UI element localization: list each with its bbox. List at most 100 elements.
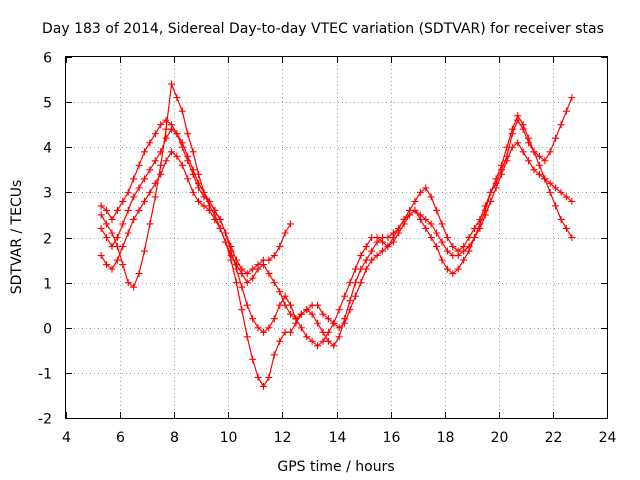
data-point	[151, 130, 159, 138]
data-point	[519, 121, 527, 129]
data-point	[541, 157, 549, 165]
data-point	[135, 206, 143, 214]
data-point	[287, 328, 295, 336]
data-point	[335, 333, 343, 341]
data-point	[287, 310, 295, 318]
data-point	[232, 279, 240, 287]
data-point	[162, 157, 170, 165]
data-point	[449, 243, 457, 251]
data-point	[243, 301, 251, 309]
data-point	[151, 157, 159, 165]
data-point	[330, 342, 338, 350]
data-point	[557, 188, 565, 196]
data-point	[119, 261, 127, 269]
data-point	[189, 148, 197, 156]
data-point	[384, 243, 392, 251]
data-point	[443, 265, 451, 273]
data-point	[287, 220, 295, 228]
data-point	[308, 337, 316, 345]
x-tick-label: 10	[220, 430, 238, 446]
data-point	[546, 148, 554, 156]
y-tick-label: 2	[43, 232, 52, 248]
data-point	[292, 315, 300, 323]
data-point	[238, 306, 246, 314]
data-point	[541, 175, 549, 183]
x-tick-label: 6	[116, 430, 125, 446]
series-line	[100, 128, 573, 347]
data-point	[140, 247, 148, 255]
data-point	[135, 184, 143, 192]
data-point	[97, 211, 105, 219]
data-point	[113, 206, 121, 214]
data-point	[411, 197, 419, 205]
data-point	[189, 166, 197, 174]
data-point	[389, 229, 397, 237]
data-point	[249, 274, 257, 282]
data-point	[525, 134, 533, 142]
data-point	[195, 197, 203, 205]
data-point	[162, 125, 170, 133]
data-point	[178, 107, 186, 115]
x-tick-label: 4	[62, 430, 71, 446]
data-point	[119, 220, 127, 228]
data-point	[259, 382, 267, 390]
data-point	[205, 202, 213, 210]
data-point	[146, 139, 154, 147]
data-point	[270, 252, 278, 260]
x-tick-label: 24	[599, 430, 617, 446]
data-point	[200, 188, 208, 196]
data-point	[433, 243, 441, 251]
data-point	[113, 243, 121, 251]
data-point	[351, 279, 359, 287]
data-point	[216, 224, 224, 232]
data-point	[265, 373, 273, 381]
data-point	[454, 265, 462, 273]
data-point	[308, 310, 316, 318]
data-point	[146, 220, 154, 228]
y-tick-label: 6	[43, 51, 52, 67]
data-point	[465, 247, 473, 255]
data-point	[514, 112, 522, 120]
data-point	[362, 243, 370, 251]
data-point	[270, 315, 278, 323]
data-point	[314, 301, 322, 309]
data-point	[178, 161, 186, 169]
data-point	[222, 238, 230, 246]
data-point	[124, 229, 132, 237]
data-point	[562, 224, 570, 232]
y-axis-title: SDTVAR / TECUs	[9, 180, 25, 295]
ticks	[66, 57, 608, 419]
data-point	[276, 337, 284, 345]
data-series	[97, 80, 576, 390]
x-axis-title: GPS time / hours	[277, 459, 394, 475]
data-point	[357, 265, 365, 273]
x-tick-label: 12	[274, 430, 292, 446]
data-point	[324, 315, 332, 323]
x-tick-label: 22	[545, 430, 563, 446]
data-point	[460, 243, 468, 251]
data-point	[422, 224, 430, 232]
data-point	[351, 292, 359, 300]
data-point	[265, 270, 273, 278]
data-point	[406, 211, 414, 219]
data-point	[259, 261, 267, 269]
data-point	[281, 229, 289, 237]
data-point	[211, 211, 219, 219]
y-tick-label: 3	[43, 186, 52, 202]
data-point	[162, 116, 170, 124]
data-point	[557, 215, 565, 223]
data-point	[433, 229, 441, 237]
data-point	[113, 256, 121, 264]
data-point	[487, 188, 495, 196]
data-point	[130, 175, 138, 183]
data-point	[481, 206, 489, 214]
series-track-4	[97, 80, 576, 350]
data-point	[341, 315, 349, 323]
data-point	[254, 373, 262, 381]
data-point	[297, 310, 305, 318]
data-point	[373, 252, 381, 260]
data-point	[438, 220, 446, 228]
data-point	[454, 247, 462, 255]
data-point	[103, 234, 111, 241]
data-point	[519, 148, 527, 156]
